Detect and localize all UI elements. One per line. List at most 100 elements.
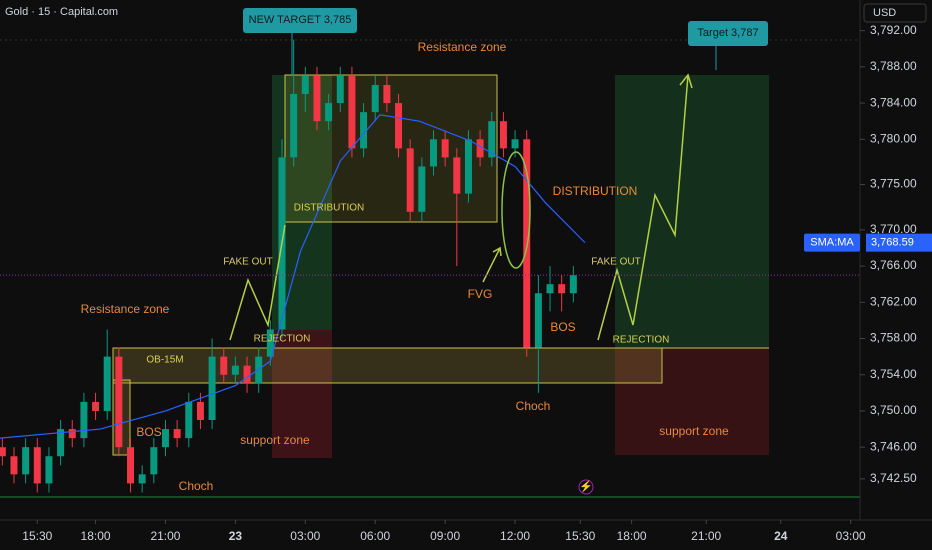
candle-body [418,166,426,212]
annotation: Resistance zone [418,40,507,54]
candle-body [150,447,158,475]
candle-body [546,284,554,294]
x-tick-label: 21:00 [691,529,721,543]
annotation: FAKE OUT [223,257,272,268]
candle-body [115,356,123,448]
candle-body [103,356,111,411]
x-tick-label: 18:00 [617,529,647,543]
candle-body [336,75,344,104]
annotation: FAKE OUT [591,257,640,268]
candle-body [161,429,169,448]
annotation: support zone [240,433,310,447]
sell-zone [272,330,332,458]
annotation: BOS [550,320,575,334]
annotation: Resistance zone [81,302,170,316]
candle-body [476,139,484,158]
candle-body [464,139,472,194]
price-tag [866,233,932,252]
callout [243,8,357,33]
x-tick-label: 18:00 [81,529,111,543]
candle-body [499,121,507,149]
path-arrow [597,74,689,341]
candle-body [185,401,193,439]
candle-body [488,121,496,158]
x-tick-label: 15:30 [22,529,52,543]
annotation: FVG [468,287,493,301]
x-tick-label: 03:00 [290,529,320,543]
candle-body [534,293,542,348]
candle-body [138,474,146,484]
candle-body [68,429,76,439]
candle-body [45,456,53,484]
y-tick-label: 3,792.00 [870,23,917,37]
annotation: Target 3,787 [697,27,758,39]
candle-body [569,275,577,294]
x-tick-label: 09:00 [430,529,460,543]
candle-body [383,84,391,104]
fvg-ellipse [501,151,531,269]
price-tag-label: 3,768.59 [871,237,914,249]
candle-body [266,329,274,357]
ob-box [112,347,663,384]
x-tick-label: 03:00 [836,529,866,543]
candle-body [92,401,100,411]
y-tick-label: 3,750.00 [870,403,917,417]
annotation: support zone [659,424,729,438]
y-tick-label: 3,762.00 [870,294,917,308]
currency[interactable]: USD [873,7,896,19]
candle-body [243,365,251,384]
callout [688,21,768,46]
x-tick-label: 21:00 [150,529,180,543]
annotation: REJECTION [613,335,670,346]
annotation: NEW TARGET 3,785 [249,14,352,26]
y-tick-label: 3,746.00 [870,439,917,453]
annotation: OB-15M [146,355,183,366]
y-tick-label: 3,766.00 [870,258,917,272]
event-icon [578,479,594,495]
y-tick-label: 3,784.00 [870,95,917,109]
annotation: Choch [179,479,214,493]
candle-body [395,103,403,149]
candle-body [255,356,263,384]
candle-body [173,429,181,439]
candle-body [220,356,228,375]
candle-body [511,139,519,149]
arrow-head [492,246,502,257]
x-tick-label: 24 [774,529,788,543]
series-name: SMA:MA [810,237,854,249]
candle-body [360,112,368,149]
y-tick-label: 3,788.00 [870,59,917,73]
candle-body [406,148,414,212]
y-tick-label: 3,742.50 [870,471,917,485]
target-zone [615,75,769,348]
candle-body [441,139,449,158]
chart-title: Gold · 15 · Capital.com [5,6,118,18]
candle-body [127,447,135,484]
candle-body [22,447,30,475]
candle-body [558,284,566,294]
currency-box[interactable] [863,3,927,23]
candle-body [0,447,6,457]
arrow-head [679,73,693,89]
candle-body [430,139,437,167]
candle-body [325,103,333,122]
annotation: Choch [516,399,551,413]
candle-body [80,401,88,439]
annotation: REJECTION [254,334,311,345]
annotation: BOS [136,425,161,439]
y-tick-label: 3,775.00 [870,177,917,191]
x-tick-label: 15:30 [565,529,595,543]
candle-body [208,356,216,421]
candle-body [33,447,41,484]
event-icon: ⚡ [579,480,593,493]
candle-body [10,456,18,475]
series-tag [804,233,860,252]
candle-body [313,75,321,122]
y-tick-label: 3,780.00 [870,131,917,145]
candle-body [290,94,298,158]
candle-body [301,75,309,95]
stop-zone [615,348,769,455]
y-tick-label: 3,754.00 [870,367,917,381]
y-tick-label: 3,770.00 [870,222,917,236]
